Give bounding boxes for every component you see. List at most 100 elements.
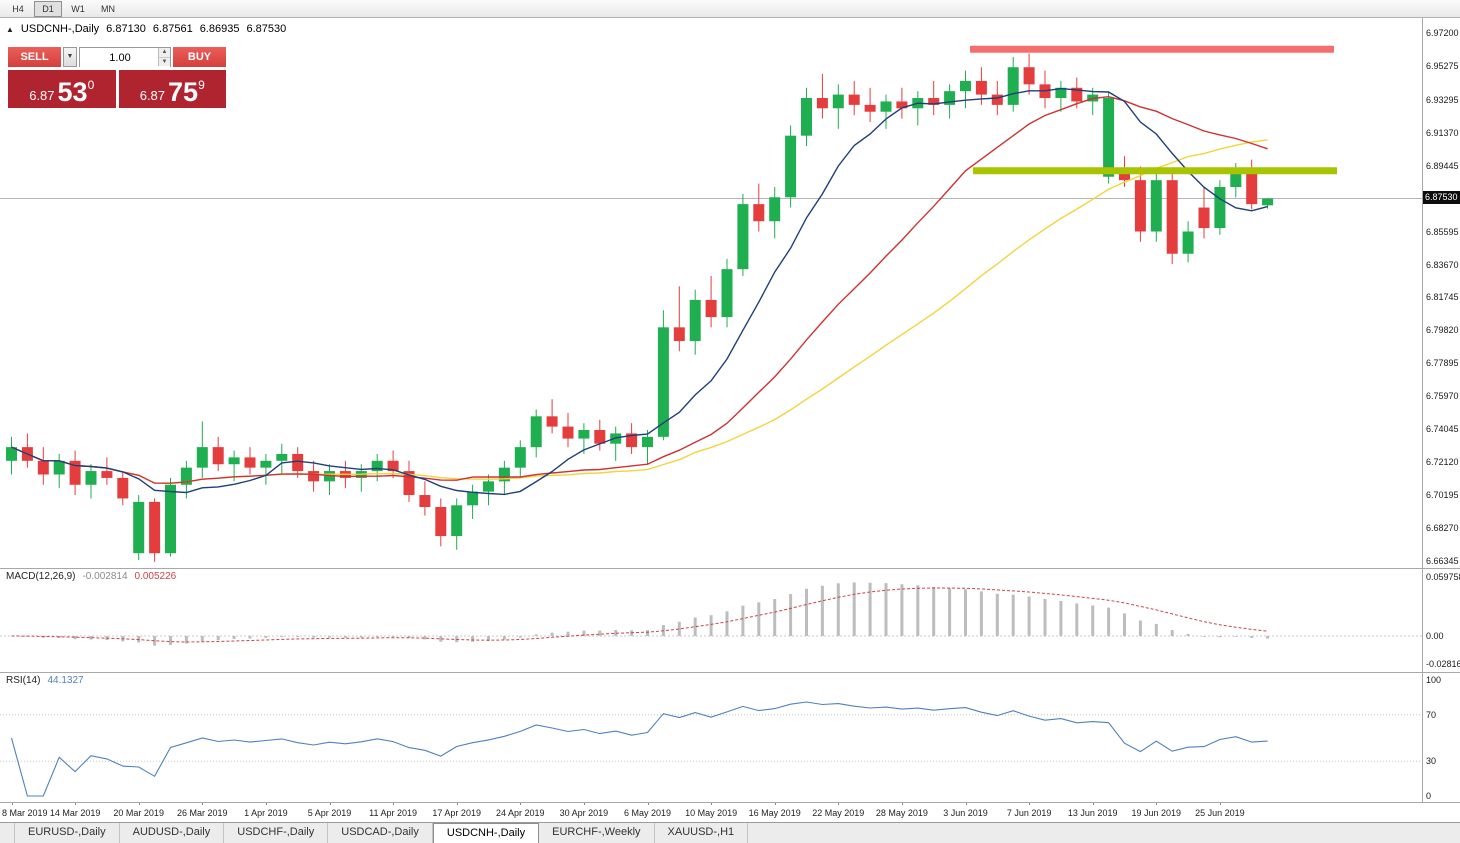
volume-input[interactable] bbox=[80, 49, 170, 67]
chart-tab-usdcnh[interactable]: USDCNH-,Daily bbox=[432, 823, 540, 843]
date-label: 6 May 2019 bbox=[623, 808, 672, 818]
date-tick bbox=[583, 802, 585, 805]
chart-tab-audusd[interactable]: AUDUSD-,Daily bbox=[120, 823, 225, 843]
date-tick bbox=[1029, 802, 1031, 805]
rsi-axis-label: 70 bbox=[1426, 709, 1437, 720]
chart-title-close: 6.87530 bbox=[246, 23, 287, 35]
ma-slow-line bbox=[11, 139, 1268, 484]
price-axis-label: 6.75970 bbox=[1426, 391, 1459, 402]
date-label: 16 May 2019 bbox=[748, 808, 801, 818]
buy-price-prefix: 6.87 bbox=[139, 88, 166, 103]
price-axis-label: 6.77895 bbox=[1426, 358, 1459, 369]
macd-current-value: -0.002814 bbox=[82, 571, 128, 582]
rsi-indicator-panel[interactable]: RSI(14) 44.1327 bbox=[0, 672, 1422, 802]
sell-button[interactable]: SELL bbox=[8, 47, 61, 67]
rsi-line bbox=[10, 701, 1268, 797]
date-label: 19 Jun 2019 bbox=[1131, 808, 1182, 818]
macd-indicator-panel[interactable]: MACD(12,26,9) -0.002814 0.005226 bbox=[0, 568, 1422, 672]
price-axis-label: 6.66345 bbox=[1426, 556, 1459, 566]
macd-label: MACD(12,26,9) -0.002814 0.005226 bbox=[6, 571, 176, 582]
candles bbox=[6, 53, 1274, 562]
sell-price-display[interactable]: 6.87 53 0 bbox=[8, 70, 116, 108]
date-label: 14 Mar 2019 bbox=[49, 808, 101, 818]
date-tick bbox=[393, 802, 395, 805]
date-label: 5 Apr 2019 bbox=[307, 808, 352, 818]
date-label: 25 Jun 2019 bbox=[1195, 808, 1245, 818]
ma-mid-line bbox=[11, 95, 1268, 484]
sell-price-prefix: 6.87 bbox=[29, 88, 55, 103]
price-axis-label: 6.91370 bbox=[1426, 127, 1459, 138]
candlestick-chart bbox=[0, 45, 1422, 562]
date-tick bbox=[647, 802, 649, 805]
ma-fast-line bbox=[11, 87, 1268, 496]
date-tick bbox=[202, 802, 204, 805]
chart-tab-xauusd[interactable]: XAUUSD-,H1 bbox=[655, 823, 749, 843]
price-axis-label: 6.85595 bbox=[1426, 226, 1459, 237]
macd-signal-value: 0.005226 bbox=[134, 571, 177, 582]
date-label: 26 Mar 2019 bbox=[177, 808, 228, 818]
timeframe-toolbar: H4 D1 W1 MN bbox=[0, 0, 1460, 18]
rsi-name: RSI(14) bbox=[6, 675, 41, 686]
rsi-axis-label: 30 bbox=[1426, 756, 1437, 767]
chart-tabs-bar: EURUSD-,Daily AUDUSD-,Daily USDCHF-,Daily U… bbox=[0, 822, 1460, 843]
volume-spinner: ▲ ▼ bbox=[158, 48, 170, 66]
volume-decrease-button[interactable]: ▼ bbox=[159, 57, 170, 66]
price-axis-label: 6.97200 bbox=[1426, 28, 1459, 38]
price-axis[interactable]: 6.97200 6.95275 6.93295 6.91370 6.89445 6.875… bbox=[1422, 18, 1460, 802]
macd-chart bbox=[0, 582, 1422, 646]
date-label: 20 Mar 2019 bbox=[113, 808, 164, 818]
buy-price-display[interactable]: 6.87 75 9 bbox=[118, 70, 226, 108]
chart-tab-usdcad[interactable]: USDCAD-,Daily bbox=[328, 823, 433, 843]
date-label: 8 Mar 2019 bbox=[2, 808, 48, 818]
chart-tab-eurchf[interactable]: EURCHF-,Weekly bbox=[539, 823, 655, 843]
price-chart-panel[interactable]: ▲ USDCNH-,Daily 6.87130 6.87561 6.86935 … bbox=[0, 18, 1422, 568]
macd-axis-label: 0.00 bbox=[1426, 631, 1444, 641]
date-tick bbox=[838, 802, 840, 805]
date-tick bbox=[329, 802, 331, 805]
price-axis-label: 6.70195 bbox=[1426, 490, 1459, 501]
symbol-collapse-icon[interactable]: ▲ bbox=[6, 25, 14, 34]
macd-histogram bbox=[25, 582, 1270, 646]
date-label: 28 May 2019 bbox=[875, 808, 928, 818]
date-label: 30 Apr 2019 bbox=[559, 808, 609, 818]
timeframe-button-w1[interactable]: W1 bbox=[71, 3, 85, 14]
date-tick bbox=[1219, 802, 1221, 805]
date-tick bbox=[138, 802, 140, 805]
date-label: 13 Jun 2019 bbox=[1067, 808, 1118, 818]
date-label: 7 Jun 2019 bbox=[1006, 808, 1052, 818]
date-tick bbox=[75, 802, 77, 805]
timeframe-button-d1[interactable]: D1 bbox=[34, 0, 62, 17]
volume-dropdown-button[interactable]: ▼ bbox=[63, 47, 77, 67]
date-tick bbox=[1156, 802, 1158, 805]
price-axis-label: 6.74045 bbox=[1426, 424, 1459, 435]
date-tick bbox=[520, 802, 522, 805]
price-axis-label: 6.81745 bbox=[1426, 292, 1459, 303]
buy-button[interactable]: BUY bbox=[173, 47, 226, 67]
chart-tab-usdchf[interactable]: USDCHF-,Daily bbox=[224, 823, 329, 843]
chart-tab-eurusd[interactable]: EURUSD-,Daily bbox=[15, 823, 120, 843]
current-price-tag: 6.87530 bbox=[1423, 191, 1460, 205]
sell-price-pip-digit: 0 bbox=[87, 78, 95, 92]
volume-increase-button[interactable]: ▲ bbox=[159, 48, 170, 58]
timeframe-button-h4[interactable]: H4 bbox=[12, 3, 24, 14]
rsi-current-value: 44.1327 bbox=[47, 675, 84, 686]
sell-price-big-digits: 53 bbox=[57, 77, 88, 107]
panel-separator[interactable] bbox=[0, 568, 1460, 569]
panel-separator bbox=[0, 802, 1460, 803]
macd-axis-label: -0.02816 bbox=[1426, 658, 1460, 669]
date-tick bbox=[774, 802, 776, 805]
date-label: 10 May 2019 bbox=[685, 808, 738, 818]
date-tick bbox=[965, 802, 967, 805]
date-tick bbox=[456, 802, 458, 805]
panel-separator[interactable] bbox=[0, 672, 1460, 673]
price-axis-label: 6.93295 bbox=[1426, 94, 1459, 105]
date-label: 3 Jun 2019 bbox=[943, 808, 988, 818]
chart-title-high: 6.87561 bbox=[152, 23, 193, 35]
time-axis[interactable]: 8 Mar 2019 14 Mar 2019 20 Mar 2019 26 Mar 2… bbox=[0, 802, 1422, 822]
date-label: 22 May 2019 bbox=[812, 808, 865, 818]
macd-axis-label: 0.059758 bbox=[1426, 572, 1460, 583]
date-label: 1 Apr 2019 bbox=[244, 808, 288, 818]
timeframe-button-mn[interactable]: MN bbox=[101, 3, 115, 14]
